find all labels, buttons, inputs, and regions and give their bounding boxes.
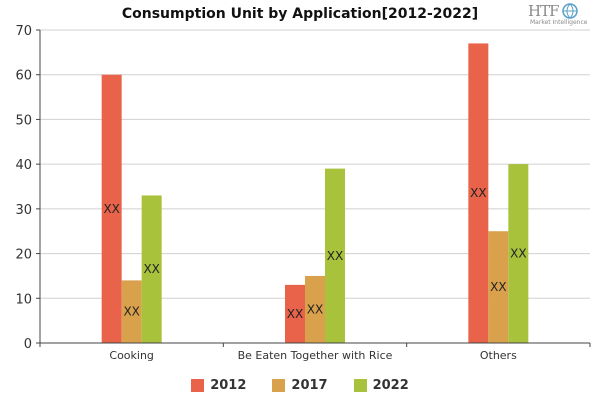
legend-item-2017: 2017 [272,378,328,393]
bar-2012-0 [101,74,122,343]
y-tick-label: 30 [15,203,32,218]
logo-brand: HTF [528,2,559,20]
legend-label: 2012 [210,378,247,393]
bar-2017-1 [305,275,325,343]
data-label: XX [327,249,343,263]
y-tick-label: 20 [15,248,32,263]
x-tick-label: Be Eaten Together with Rice [238,349,393,362]
axes: 0 10 20 30 40 50 60 70 Cooking Be Eaten Together … [15,24,591,362]
legend-label: 2022 [372,378,409,393]
data-labels: XX XX XX XX XX XX XX XX XX [103,186,526,321]
htf-logo: HTF Market Intelligence [528,2,590,30]
data-label: XX [143,262,159,276]
legend: 2012 2017 2022 [0,378,600,393]
logo-tagline: Market Intelligence [530,19,588,26]
bar-2012-2 [468,43,489,344]
y-tick-label: 40 [15,158,32,173]
globe-icon [562,3,578,19]
bar-2017-2 [488,231,509,343]
data-label: XX [307,302,323,316]
bar-2012-1 [285,284,305,343]
bar-2022-2 [508,164,529,343]
y-tick-label: 0 [24,337,32,352]
data-label: XX [470,186,486,200]
bar-2022-1 [325,168,345,343]
bar-2022-0 [141,195,162,343]
legend-item-2012: 2012 [191,378,246,393]
chart-title: Consumption Unit by Application[2012-202… [121,6,479,22]
y-tick-label: 70 [15,24,32,39]
x-tick-label: Others [480,349,517,362]
bar-2017-0 [121,280,142,343]
y-tick-label: 50 [15,113,32,128]
y-tick-label: 60 [15,69,32,84]
data-label: XX [510,247,526,261]
y-tick-label: 10 [15,292,32,307]
data-label: XX [490,280,506,294]
legend-swatch [353,379,367,392]
bars [101,43,529,344]
legend-item-2022: 2022 [353,378,409,393]
data-label: XX [103,202,119,216]
data-label: XX [123,305,139,319]
legend-swatch [191,379,205,392]
legend-swatch [272,379,286,392]
data-label: XX [287,307,303,321]
x-tick-label: Cooking [109,349,154,362]
legend-label: 2017 [291,378,328,393]
